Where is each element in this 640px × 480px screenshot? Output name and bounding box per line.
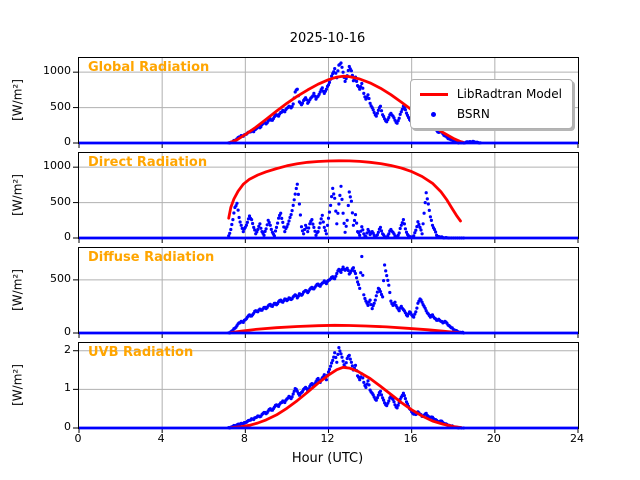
x-tick-label: 4 bbox=[157, 432, 165, 445]
y-tick-label: 0 bbox=[64, 325, 71, 338]
y-tick-label: 1000 bbox=[43, 159, 71, 173]
x-axis-label: Hour (UTC) bbox=[291, 451, 364, 466]
tick-marks bbox=[73, 279, 579, 338]
y-tick-label: 0 bbox=[64, 230, 71, 243]
legend-entry-libradtran-model: LibRadtran Model bbox=[419, 84, 562, 104]
grid-lines bbox=[79, 153, 578, 238]
subplot-uvb-radiation: UVB Radiation bbox=[73, 342, 579, 433]
legend: LibRadtran Model BSRN bbox=[409, 79, 573, 129]
panel-label-diffuse-radiation: Diffuse Radiation bbox=[88, 250, 215, 265]
x-tick-label: 16 bbox=[403, 432, 418, 445]
y-tick-label: 0 bbox=[64, 135, 71, 148]
legend-entry-bsrn: BSRN bbox=[419, 104, 562, 124]
legend-label: BSRN bbox=[456, 107, 490, 121]
subplot-direct-radiation: Direct Radiation bbox=[73, 152, 579, 243]
y-tick-label: 500 bbox=[50, 194, 71, 208]
y-axis-label: [W/m²] bbox=[10, 363, 24, 406]
panel-label-global-radiation: Global Radiation bbox=[88, 60, 210, 75]
subplot-diffuse-radiation: Diffuse Radiation bbox=[73, 247, 579, 338]
chart-title: 2025-10-16 bbox=[289, 31, 366, 46]
panel-label-uvb-radiation: UVB Radiation bbox=[88, 345, 194, 360]
bsrn-scatter-series bbox=[227, 254, 466, 335]
subplot-global-radiation: Global Radiation LibRadtran Model BSRN bbox=[73, 57, 579, 148]
x-tick-label: 0 bbox=[74, 432, 82, 445]
x-tick-label: 8 bbox=[240, 432, 248, 445]
y-tick-label: 1000 bbox=[43, 64, 71, 78]
libradtran-model-line bbox=[229, 323, 461, 335]
legend-label: LibRadtran Model bbox=[456, 87, 562, 101]
x-tick-label: 24 bbox=[570, 432, 584, 445]
x-tick-label: 20 bbox=[486, 432, 501, 445]
y-tick-label: 500 bbox=[50, 99, 71, 113]
y-tick-label: 2 bbox=[64, 342, 71, 356]
x-tick-label: 12 bbox=[320, 432, 335, 445]
panel-label-direct-radiation: Direct Radiation bbox=[88, 155, 208, 170]
tick-marks bbox=[73, 166, 579, 243]
bsrn-scatter-series bbox=[227, 346, 466, 430]
y-tick-label: 500 bbox=[50, 271, 71, 285]
libradtran-model-line bbox=[229, 365, 463, 429]
red-line-icon bbox=[419, 92, 448, 96]
y-axis-label: [W/m²] bbox=[10, 268, 24, 311]
tick-marks bbox=[73, 71, 579, 148]
tick-marks bbox=[73, 350, 579, 433]
blue-dot-icon bbox=[431, 111, 437, 117]
bsrn-scatter-series bbox=[227, 182, 466, 240]
y-axis-label: [W/m²] bbox=[10, 173, 24, 216]
legend-line-sample bbox=[419, 92, 449, 96]
y-axis-label: [W/m²] bbox=[10, 78, 24, 121]
y-tick-label: 0 bbox=[64, 420, 71, 433]
libradtran-model-line bbox=[227, 159, 462, 223]
y-tick-label: 1 bbox=[64, 381, 71, 395]
legend-dot-sample bbox=[419, 111, 449, 117]
